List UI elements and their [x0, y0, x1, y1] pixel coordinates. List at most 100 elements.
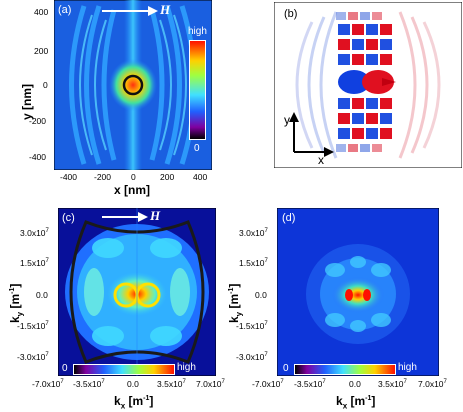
d-ytick: -1.5x107: [236, 321, 268, 331]
a-xtick: 400: [193, 172, 208, 182]
c-ytick-exp: 7: [45, 228, 49, 235]
c-ytick: -3.0x107: [17, 352, 49, 362]
c-xtick-mantissa: 0.0: [127, 379, 139, 389]
d-y-axis-sub: y: [234, 311, 244, 317]
c-y-axis-sub: y: [15, 311, 25, 317]
a-y-axis-label: y [nm]: [20, 84, 34, 120]
panel-b-map: [274, 2, 462, 168]
a-ytick: -400: [29, 152, 47, 162]
c-ytick-mantissa: -3.0x10: [17, 352, 46, 362]
c-xtick: -7.0x107: [32, 379, 64, 389]
c-xtick: -3.5x107: [73, 379, 105, 389]
a-xtick: 200: [160, 172, 175, 182]
d-xtick-mantissa: 0.0: [349, 379, 361, 389]
a-xtick: 0: [131, 172, 136, 182]
colorbar-d: [294, 364, 396, 375]
colorbar-d-high: high: [398, 362, 417, 373]
d-x-axis-sub: x: [342, 401, 348, 411]
c-y-axis-end: ]: [8, 283, 22, 288]
d-ytick-mantissa: 1.5x10: [239, 258, 265, 268]
d-y-axis-label: ky [m-1]: [227, 284, 243, 323]
d-x-axis-exp: -1: [365, 395, 372, 402]
d-ytick: -3.0x107: [236, 352, 268, 362]
d-xtick: 7.0x107: [418, 379, 447, 389]
c-ytick-exp: 7: [45, 321, 49, 328]
a-ytick: 200: [34, 46, 49, 56]
field-label-c: H: [150, 208, 161, 223]
c-xtick: 3.5x107: [157, 379, 186, 389]
d-xtick-mantissa: -7.0x10: [252, 379, 281, 389]
d-ytick-exp: 7: [264, 228, 268, 235]
c-x-axis-sub: x: [120, 401, 126, 411]
panel-b-label: (b): [284, 8, 298, 20]
c-xtick-exp: 7: [182, 379, 186, 386]
d-xtick-exp: 7: [322, 379, 326, 386]
d-ytick-mantissa: 0.0: [255, 290, 267, 300]
c-ytick: 3.0x107: [20, 228, 49, 238]
d-x-axis-unit: [m: [347, 394, 366, 408]
field-label-a: H: [160, 2, 171, 17]
panel-b-axis-y: y: [284, 113, 290, 127]
c-ytick-mantissa: 1.5x10: [20, 258, 46, 268]
a-ytick: -200: [29, 116, 47, 126]
field-arrow-c: [102, 212, 148, 222]
a-ytick: 400: [34, 7, 49, 17]
c-ytick-mantissa: 3.0x10: [20, 228, 46, 238]
c-ytick-exp: 7: [45, 352, 49, 359]
c-xtick-mantissa: -3.5x10: [73, 379, 102, 389]
d-y-axis-end: ]: [227, 283, 241, 288]
c-xtick: 7.0x107: [196, 379, 225, 389]
c-ytick-mantissa: -1.5x10: [17, 321, 46, 331]
d-ytick: 0.0: [255, 290, 267, 300]
c-y-axis-label: ky [m-1]: [8, 284, 24, 323]
d-x-axis-label: kx [m-1]: [336, 394, 375, 410]
panel-a-label: (a): [58, 4, 72, 16]
a-ytick: 0: [43, 80, 48, 90]
panel-d-map: [277, 208, 439, 376]
c-ytick: 1.5x107: [20, 258, 49, 268]
colorbar-a-high: high: [188, 26, 207, 37]
c-x-axis-main: k: [114, 394, 121, 408]
colorbar-c: [73, 364, 175, 375]
d-xtick-exp: 7: [403, 379, 407, 386]
c-ytick: -1.5x107: [17, 321, 49, 331]
c-xtick-exp: 7: [221, 379, 225, 386]
c-xtick-mantissa: 7.0x10: [196, 379, 222, 389]
d-xtick-mantissa: 7.0x10: [418, 379, 444, 389]
d-y-axis-unit: [m: [227, 293, 241, 312]
d-ytick: 1.5x107: [239, 258, 268, 268]
field-arrow-a: [102, 6, 158, 16]
c-x-axis-label: kx [m-1]: [114, 394, 153, 410]
d-xtick-exp: 7: [280, 379, 284, 386]
a-x-axis-label: x [nm]: [114, 183, 150, 197]
colorbar-d-low: 0: [283, 363, 289, 374]
d-xtick: -7.0x107: [252, 379, 284, 389]
d-xtick-mantissa: 3.5x10: [378, 379, 404, 389]
panel-b-axis-x: x: [318, 153, 324, 167]
c-y-axis-exp: -1: [9, 287, 16, 294]
c-xtick: 0.0: [127, 379, 139, 389]
colorbar-c-low: 0: [62, 363, 68, 374]
panel-d-label: (d): [282, 212, 296, 224]
d-ytick-mantissa: 3.0x10: [239, 228, 265, 238]
c-y-axis-main: k: [8, 316, 22, 323]
c-xtick-exp: 7: [60, 379, 64, 386]
d-x-axis-end: ]: [371, 394, 376, 408]
panel-c-map: [58, 208, 216, 376]
d-y-axis-main: k: [227, 316, 241, 323]
c-x-axis-unit: [m: [125, 394, 144, 408]
panel-a-map: [54, 0, 212, 170]
a-xtick: -200: [94, 172, 112, 182]
d-xtick-exp: 7: [443, 379, 447, 386]
d-ytick-exp: 7: [264, 352, 268, 359]
c-ytick: 0.0: [36, 290, 48, 300]
d-x-axis-main: k: [336, 394, 343, 408]
d-xtick: 3.5x107: [378, 379, 407, 389]
a-xtick: -400: [60, 172, 78, 182]
c-ytick-mantissa: 0.0: [36, 290, 48, 300]
c-xtick-mantissa: 3.5x10: [157, 379, 183, 389]
colorbar-a: [189, 40, 206, 140]
colorbar-a-low: 0: [194, 143, 200, 154]
c-xtick-exp: 7: [101, 379, 105, 386]
